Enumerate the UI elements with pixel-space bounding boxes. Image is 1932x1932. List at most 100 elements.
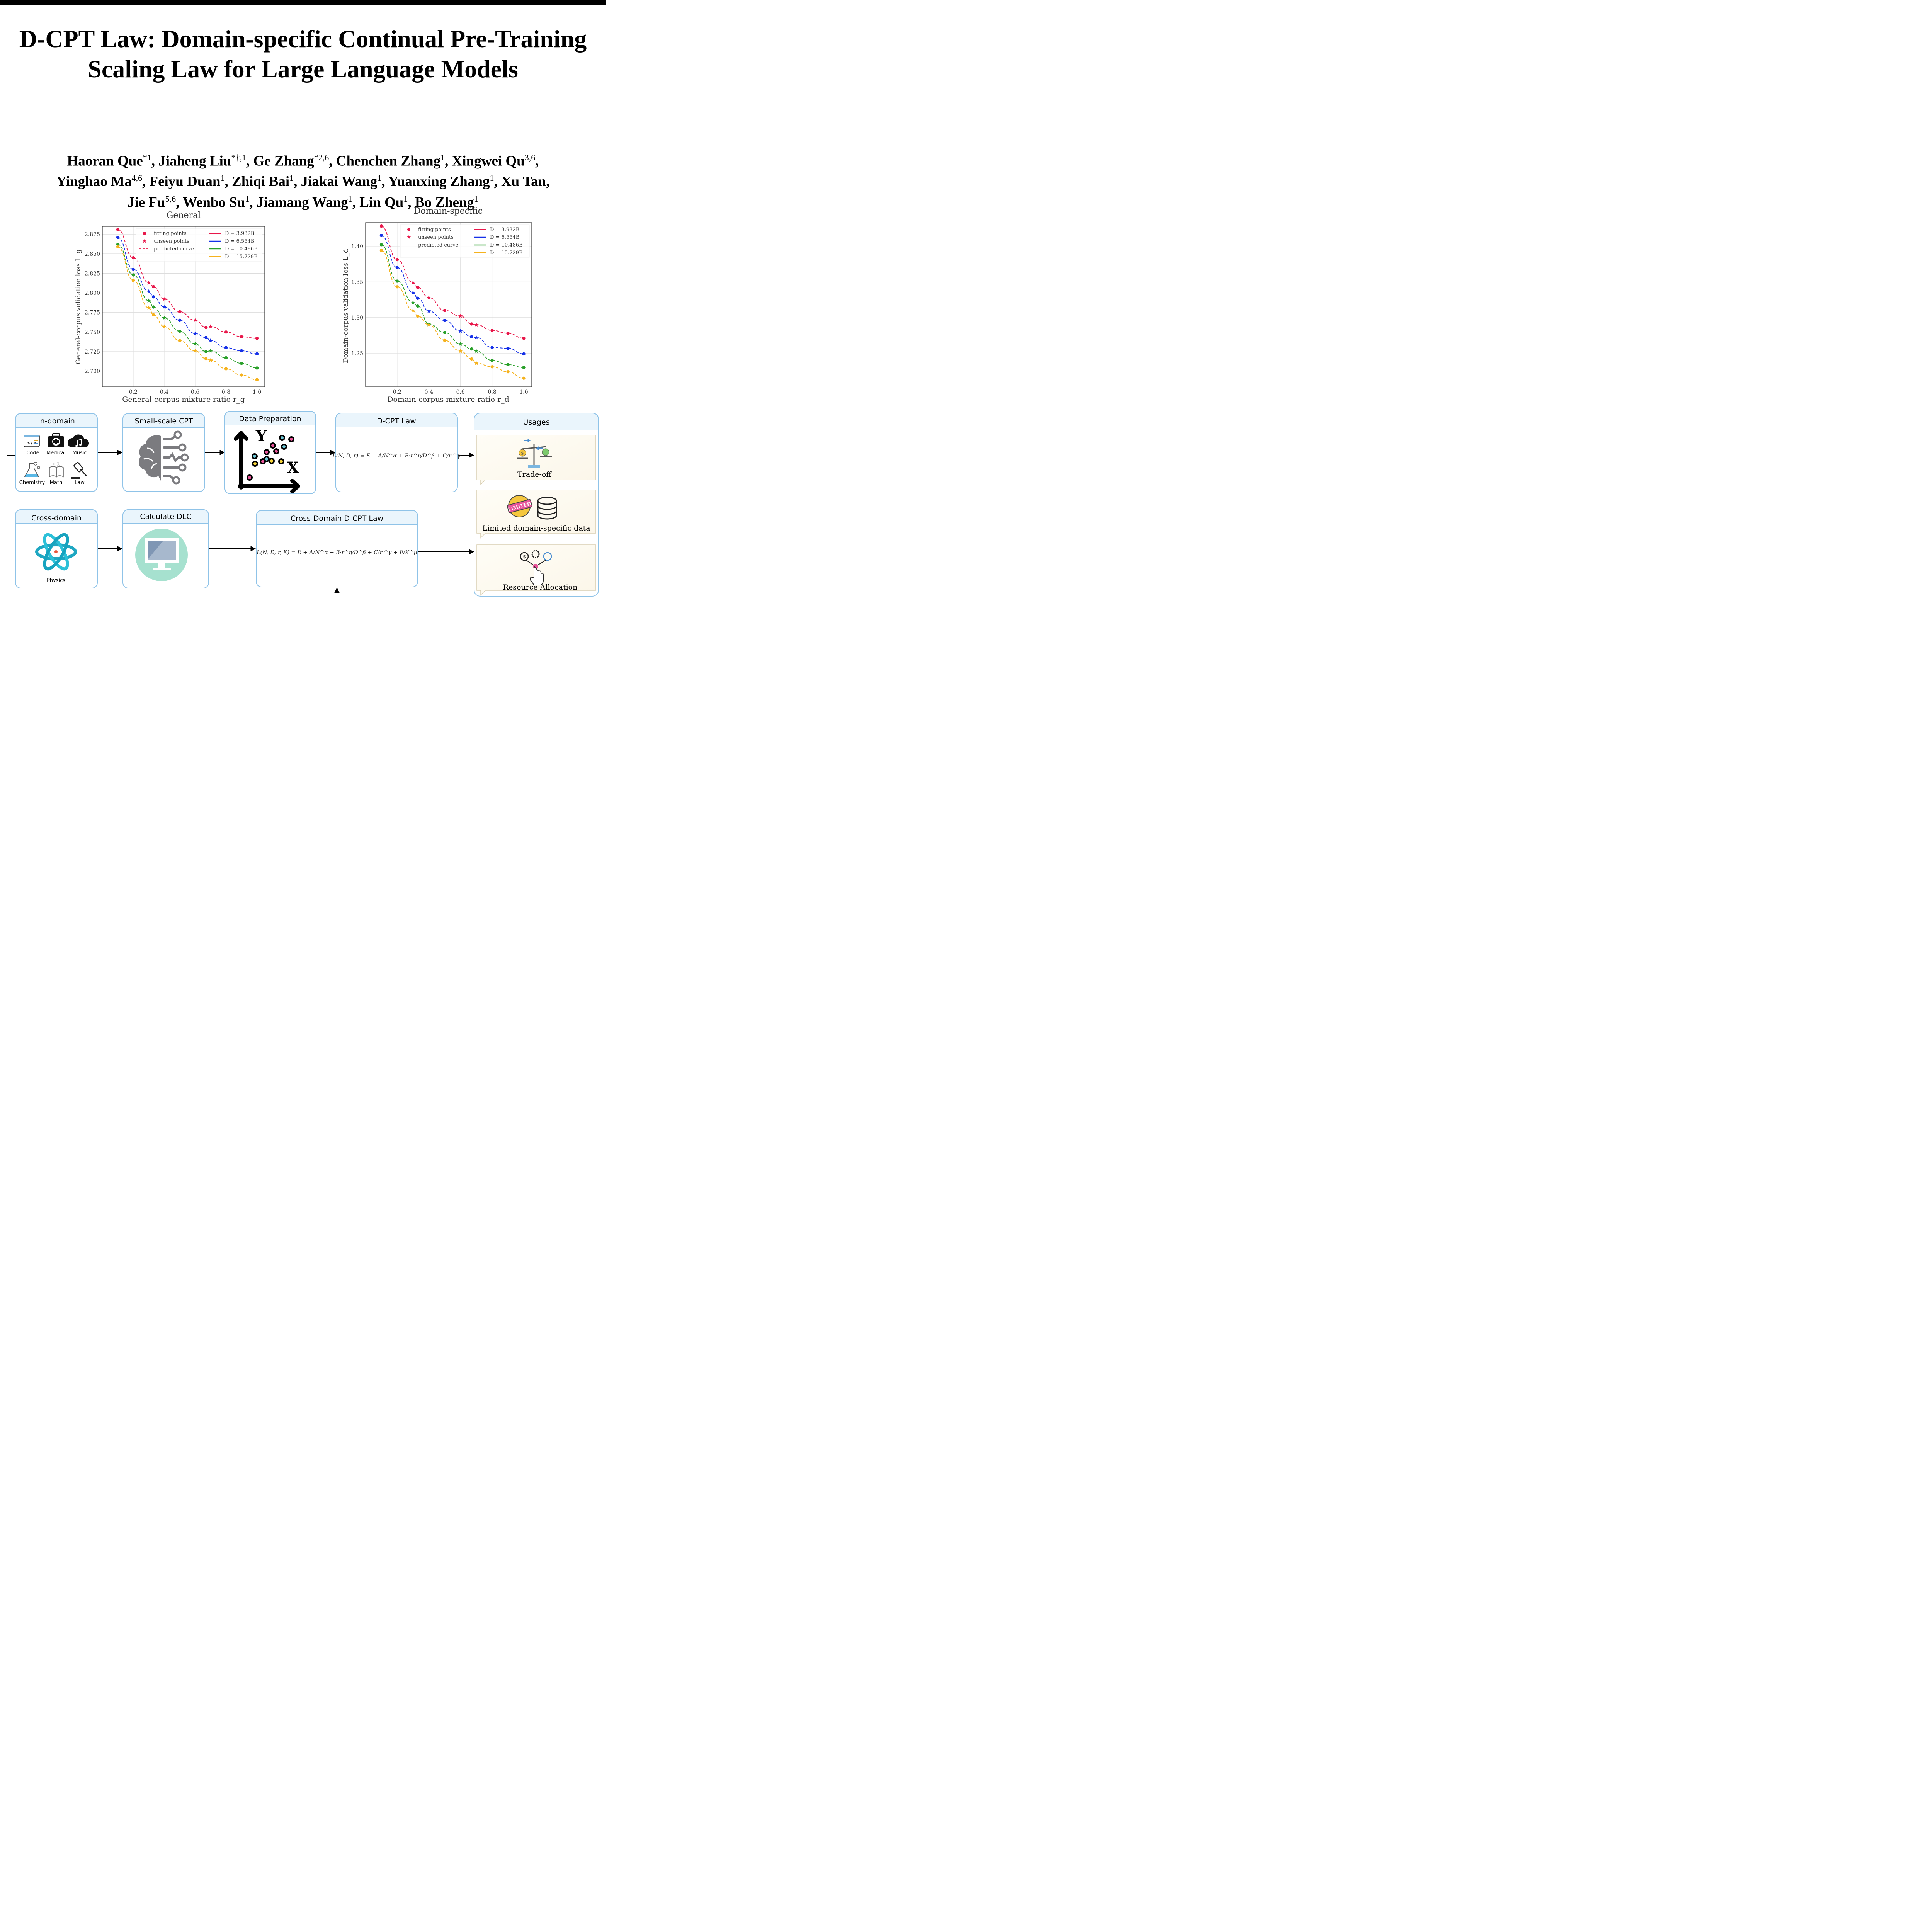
author-affiliation: 1 [490, 173, 494, 183]
cross-law-title: Cross-Domain D-CPT Law [291, 514, 383, 523]
author-affiliation: 1 [440, 153, 445, 162]
y-tick-label: 2.875 [85, 231, 100, 238]
unseen-point [474, 335, 479, 340]
fitting-point [379, 243, 383, 247]
y-tick-label: 2.800 [85, 290, 100, 296]
x-axis-label: General-corpus mixture ratio r_g [122, 395, 245, 404]
fitting-point [416, 286, 420, 289]
author-affiliation: 1 [289, 173, 294, 183]
unseen-point [162, 324, 167, 328]
title-line-1: D-CPT Law: Domain-specific Continual Pre… [19, 25, 587, 53]
fitting-point [379, 224, 383, 228]
unseen-point [208, 324, 213, 328]
fitting-point [416, 314, 420, 318]
unseen-point [162, 304, 167, 309]
author-name: Xingwei Qu [452, 153, 525, 169]
fitting-point [470, 322, 473, 326]
fitting-point [178, 330, 182, 333]
author-name: Haoran Que [67, 153, 143, 169]
fitting-point [470, 335, 473, 338]
legend-label: unseen points [418, 235, 454, 240]
unseen-point [146, 280, 151, 285]
fitting-point [522, 337, 526, 340]
predicted-curve [381, 250, 524, 379]
fitting-point [255, 366, 259, 370]
fitting-point [506, 332, 510, 335]
author-name: Bo Zheng [415, 194, 474, 210]
fitting-point [204, 336, 208, 339]
unseen-point [411, 308, 415, 313]
chemistry-flask-icon [24, 462, 40, 477]
fitting-point [443, 318, 446, 322]
plot-frame [102, 226, 265, 387]
unseen-point [458, 314, 463, 318]
unseen-point [474, 349, 479, 353]
fitting-point [116, 236, 120, 239]
legend-marker [407, 228, 410, 231]
fitting-point [131, 268, 135, 271]
fitting-point [522, 352, 526, 356]
fitting-point [151, 313, 155, 316]
label-code: Code [26, 450, 39, 456]
scatter-plot-icon: Y X [234, 427, 300, 493]
unseen-point [427, 309, 431, 313]
code-icon: </> [24, 435, 40, 447]
x-tick-label: 0.8 [488, 389, 496, 395]
unseen-point [411, 300, 415, 304]
fitting-point [204, 350, 208, 354]
fitting-point [470, 357, 473, 361]
small-scale-cpt-box: Small-scale CPT [122, 413, 205, 492]
x-tick-label: 0.6 [191, 389, 199, 395]
data-preparation-box: Data Preparation Y X [224, 411, 316, 494]
y-tick-label: 1.35 [351, 279, 363, 285]
limited-stamp-icon: LIMITED [507, 495, 532, 517]
music-cloud-icon [67, 434, 89, 447]
fitting-point [522, 376, 526, 380]
author-name: Wenbo Su [182, 194, 245, 210]
unseen-point [146, 305, 151, 310]
plot-frame [365, 222, 532, 387]
y-tick-label: 2.775 [85, 310, 100, 316]
usage-resource-label: Resource Allocation [503, 583, 578, 592]
legend-series-label: D = 15.729B [225, 254, 258, 260]
fitting-point [490, 359, 494, 362]
fitting-point [131, 273, 135, 277]
unseen-point [474, 322, 479, 327]
author-affiliation: 1 [245, 194, 250, 204]
fitting-point [116, 245, 120, 248]
title-line-2: Scaling Law for Large Language Models [88, 55, 518, 83]
legend-series-label: D = 10.486B [490, 242, 523, 248]
fitting-point [443, 309, 446, 312]
predicted-curve [117, 246, 257, 380]
cross-domain-title: Cross-domain [31, 514, 82, 522]
legend-series-label: D = 3.932B [225, 231, 254, 236]
unseen-point [458, 349, 463, 353]
author-name: Lin Qu [359, 194, 404, 210]
author-affiliation: 1 [474, 194, 479, 204]
unseen-point [162, 315, 167, 320]
fitting-point [379, 234, 383, 237]
x-axis-label: Domain-corpus mixture ratio r_d [387, 395, 509, 404]
curves [116, 228, 259, 381]
x-tick-label: 0.2 [129, 389, 138, 395]
fitting-point [506, 363, 510, 366]
author-name: Yinghao Ma [56, 173, 132, 190]
fitting-point [490, 346, 494, 349]
x-tick-label: 1.0 [253, 389, 261, 395]
brain-circuit-icon [139, 430, 189, 485]
fitting-point [178, 318, 182, 322]
medical-kit-icon [48, 433, 64, 447]
fitting-point [395, 258, 399, 262]
svg-text:</>: </> [27, 440, 36, 446]
fitting-point [151, 305, 155, 309]
label-law: Law [75, 480, 85, 486]
usage-card-limited-data: LIMITED Limited domain-specific data [476, 490, 596, 539]
predicted-curve [117, 244, 257, 369]
fitting-point [178, 339, 182, 342]
unseen-point [193, 331, 197, 336]
legend: fitting points unseen points predicted cur… [400, 224, 530, 258]
unseen-point [146, 289, 151, 293]
fitting-point [470, 347, 473, 351]
cross-law-formula: L(N, D, r, K) = E + A/N^α + B·r^η/D^β + … [256, 549, 417, 556]
fitting-point [240, 335, 243, 338]
